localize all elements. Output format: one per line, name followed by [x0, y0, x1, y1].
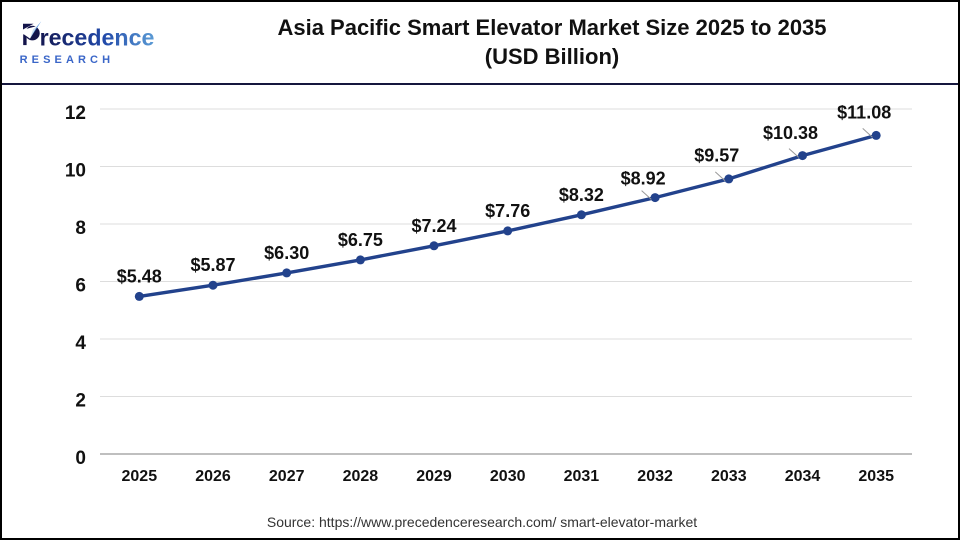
- svg-text:2030: 2030: [490, 468, 526, 485]
- svg-text:RESEARCH: RESEARCH: [20, 54, 115, 66]
- svg-text:$6.30: $6.30: [264, 243, 309, 263]
- svg-text:2032: 2032: [637, 468, 673, 485]
- svg-text:2031: 2031: [564, 468, 600, 485]
- svg-text:2029: 2029: [416, 468, 452, 485]
- svg-text:10: 10: [65, 161, 86, 182]
- svg-text:$8.32: $8.32: [559, 185, 604, 205]
- svg-text:$5.87: $5.87: [190, 255, 235, 275]
- svg-text:8: 8: [75, 218, 86, 239]
- svg-text:2027: 2027: [269, 468, 305, 485]
- svg-text:$5.48: $5.48: [117, 266, 162, 286]
- svg-text:2025: 2025: [122, 468, 158, 485]
- svg-text:$11.08: $11.08: [837, 103, 891, 123]
- svg-text:12: 12: [65, 103, 86, 124]
- svg-text:recedence: recedence: [40, 24, 155, 50]
- svg-text:$7.76: $7.76: [485, 201, 530, 221]
- svg-text:$10.38: $10.38: [763, 123, 818, 143]
- svg-text:$8.92: $8.92: [621, 169, 666, 189]
- svg-text:2028: 2028: [343, 468, 379, 485]
- svg-text:2026: 2026: [195, 468, 231, 485]
- svg-text:4: 4: [75, 333, 86, 354]
- svg-text:$9.57: $9.57: [694, 146, 739, 166]
- svg-text:2035: 2035: [858, 468, 894, 485]
- svg-text:2033: 2033: [711, 468, 747, 485]
- svg-text:$7.24: $7.24: [411, 216, 456, 236]
- svg-text:2: 2: [75, 391, 86, 412]
- svg-text:2034: 2034: [785, 468, 821, 485]
- svg-text:$6.75: $6.75: [338, 230, 383, 250]
- svg-text:0: 0: [75, 448, 86, 469]
- svg-text:6: 6: [75, 276, 86, 297]
